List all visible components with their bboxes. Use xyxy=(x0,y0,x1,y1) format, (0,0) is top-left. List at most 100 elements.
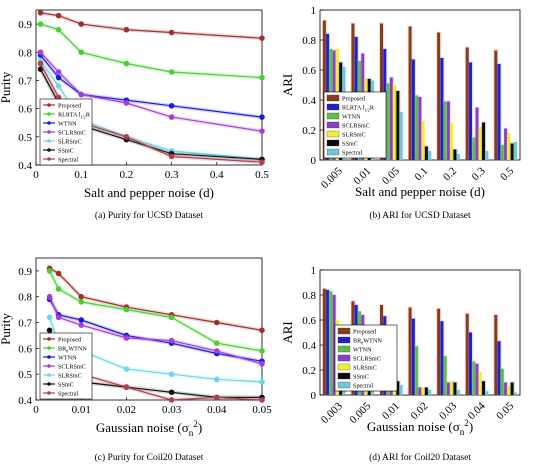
bar xyxy=(443,101,447,160)
y-tick-label: 0.5 xyxy=(18,132,32,144)
bar xyxy=(326,290,330,395)
x-axis-label: Salt and pepper noise (d) xyxy=(355,184,485,199)
bar xyxy=(510,382,514,395)
legend-marker xyxy=(47,139,51,143)
data-point xyxy=(46,314,53,321)
legend-label: SCLRSmC xyxy=(58,364,86,371)
y-tick-label: 0.6 xyxy=(18,343,32,355)
bar xyxy=(475,363,479,395)
legend-label: WTNN xyxy=(342,114,361,121)
data-point xyxy=(168,397,175,403)
y-tick-label: 0.4 xyxy=(302,340,316,352)
data-point xyxy=(259,327,265,334)
data-point xyxy=(78,293,84,300)
y-tick-label: 0.7 xyxy=(18,318,32,330)
x-axis-label: Gaussian noise (σn2) xyxy=(367,418,473,437)
bar xyxy=(478,127,482,160)
bar xyxy=(485,391,489,395)
legend-label: Proposed xyxy=(353,329,377,336)
panel-3: (c) Purity for Coil20 Dataset 0.4 0.5 0.6 0.… xyxy=(0,257,272,463)
y-tick-label: 0.8 xyxy=(302,290,316,302)
bar xyxy=(453,149,457,160)
legend-swatch xyxy=(337,354,351,362)
y-axis-label: Purity xyxy=(0,313,13,345)
y-tick-label: 0 xyxy=(311,390,317,402)
x-tick-label: 0.02 xyxy=(117,404,136,416)
data-point xyxy=(78,299,84,305)
series-glow xyxy=(40,10,263,41)
data-point xyxy=(123,306,130,313)
legend-swatch xyxy=(326,130,340,138)
legend-swatch xyxy=(337,372,351,380)
x-tick-label: 0.003 xyxy=(319,400,345,426)
series-line xyxy=(40,51,263,132)
data-point xyxy=(259,379,265,385)
x-axis-label: Gaussian noise (σn2) xyxy=(96,419,202,438)
legend-label: RLRTA l1/2R xyxy=(342,105,375,113)
data-point xyxy=(168,114,175,120)
x-tick-label: 0 xyxy=(33,169,39,181)
legend-marker xyxy=(47,364,51,368)
bar xyxy=(513,142,517,160)
bar xyxy=(386,83,390,160)
data-point xyxy=(259,159,265,165)
data-point xyxy=(37,60,44,67)
data-point xyxy=(55,83,62,89)
data-point xyxy=(55,74,62,81)
series-line xyxy=(40,23,263,79)
x-tick-label: 0.5 xyxy=(255,169,269,181)
legend-marker xyxy=(47,346,51,350)
x-tick-label: 0.05 xyxy=(252,404,272,416)
legend-swatch xyxy=(337,327,351,335)
legend-marker xyxy=(47,337,51,341)
bar xyxy=(437,32,441,160)
data-point xyxy=(55,26,62,33)
bar xyxy=(465,47,469,160)
bar xyxy=(421,387,425,395)
bar xyxy=(396,381,400,395)
data-point xyxy=(123,384,130,390)
bar xyxy=(485,151,489,160)
bar xyxy=(507,133,511,160)
legend-label: BRθWTNN xyxy=(353,338,382,346)
data-point xyxy=(123,100,130,106)
data-point xyxy=(214,340,220,347)
y-tick-label: 0.6 xyxy=(302,315,316,327)
bar xyxy=(465,313,469,395)
series-line xyxy=(40,12,263,39)
bar xyxy=(472,137,476,160)
legend-label: SSmC xyxy=(342,141,358,148)
bar xyxy=(424,387,428,395)
data-point xyxy=(168,29,175,36)
legend-label: Proposed xyxy=(58,337,82,344)
bar xyxy=(510,143,514,160)
data-point xyxy=(55,314,62,321)
bar xyxy=(440,58,444,160)
legend-swatch xyxy=(326,148,340,156)
legend-label: Proposed xyxy=(342,96,366,103)
bar xyxy=(332,295,336,395)
legend-label: Spectral xyxy=(353,383,374,390)
data-point xyxy=(168,69,175,75)
legend-swatch xyxy=(337,381,351,389)
legend-label: Proposed xyxy=(58,103,82,110)
y-tick-label: 0.6 xyxy=(18,104,32,116)
legend-label: SSmC xyxy=(353,374,369,381)
data-point xyxy=(168,314,175,321)
bar xyxy=(504,382,508,395)
data-point xyxy=(78,91,84,98)
bar xyxy=(500,145,504,160)
x-tick-label: 0.05 xyxy=(494,400,516,422)
y-tick-label: 0.4 xyxy=(302,95,316,107)
legend-marker xyxy=(47,382,51,386)
y-tick-label: 0.4 xyxy=(18,160,32,172)
legend-label: WTNN xyxy=(353,347,372,354)
bar xyxy=(443,356,447,395)
data-point xyxy=(123,26,130,33)
legend-label: SSmC xyxy=(58,148,74,155)
legend-label: SSmC xyxy=(58,382,74,389)
y-tick-label: 1 xyxy=(311,265,317,277)
panel-caption: (d) ARI for Coil20 Dataset xyxy=(369,452,471,463)
bar xyxy=(500,368,504,395)
